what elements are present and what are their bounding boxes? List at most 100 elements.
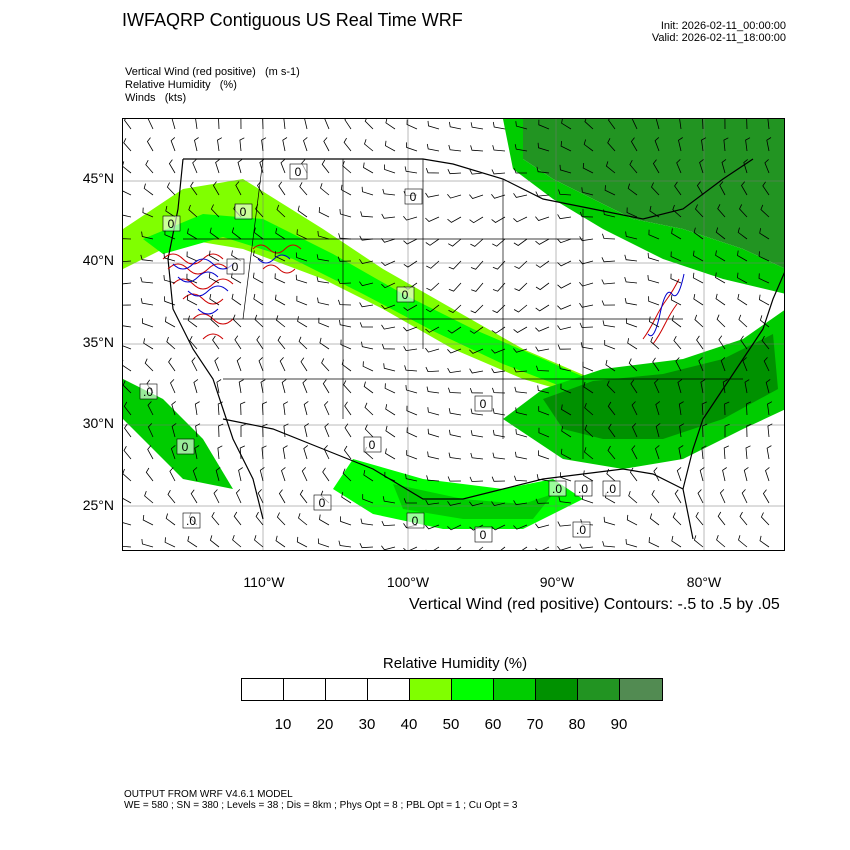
wind-barb-313 (403, 346, 418, 352)
wind-barb-393 (194, 401, 200, 416)
value-label-box-6 (474, 395, 493, 412)
wind-barb-467 (492, 452, 506, 460)
wind-barb-396 (261, 401, 268, 416)
value-label-0: 0 (295, 165, 302, 179)
wind-barb-173 (625, 231, 638, 240)
wind-barb-220 (337, 278, 352, 284)
wind-barb-139 (535, 216, 550, 221)
wind-barb-528 (513, 500, 528, 506)
wind-barb-195 (448, 260, 462, 270)
lon-label-110w: 110°W (243, 574, 285, 590)
wind-barb-5 (240, 119, 242, 130)
wind-barb-92 (166, 182, 176, 196)
wind-barb-402 (385, 404, 396, 416)
colorbar-label-90: 90 (610, 716, 628, 733)
wind-barb-246 (253, 293, 264, 306)
wind-barb-299 (759, 315, 770, 328)
wind-barb-239 (758, 273, 770, 284)
wind-barb-155 (231, 227, 242, 240)
value-label-3: 0 (168, 217, 175, 231)
wind-barb-378 (514, 386, 528, 394)
wind-barb-460 (343, 445, 352, 460)
wind-barb-474 (655, 445, 660, 460)
map-panel: 0 0 0 0 0 0 0 0 .0 0 0 .0 .0 .0 .0 .0 0 0 (122, 118, 785, 551)
lon-label-80w: 80°W (686, 574, 722, 590)
wind-barb-321 (580, 342, 594, 350)
wind-barb-448 (746, 423, 752, 438)
value-label-1: 0 (240, 205, 247, 219)
wind-barb-204 (647, 252, 660, 262)
wind-barb-196 (470, 260, 484, 270)
wind-barb-252 (381, 304, 396, 310)
value-label-5: 0 (402, 288, 409, 302)
wind-barb-574 (209, 535, 220, 548)
colorbar-label-40: 40 (400, 716, 418, 733)
wind-barb-117 (719, 181, 726, 196)
wind-barb-107 (491, 194, 506, 199)
wind-barb-466 (470, 452, 484, 460)
field-list: Vertical Wind (red positive) (m s-1) Rel… (125, 66, 300, 105)
wind-barb-142 (603, 209, 616, 218)
wind-barb-273 (187, 315, 198, 328)
wind-barb-177 (715, 227, 726, 240)
wind-barb-121 (142, 207, 154, 218)
rh-band-northeast (523, 119, 784, 269)
coastline-west (167, 158, 264, 520)
wind-barb-371 (363, 381, 374, 394)
wind-barb-308 (298, 336, 308, 350)
wind-barb-357 (720, 357, 726, 372)
wind-barb-340 (341, 359, 352, 372)
wind-barb-6 (262, 119, 264, 130)
wind-barb-305 (234, 335, 242, 350)
wind-barb-521 (362, 494, 374, 504)
wind-barb-28 (746, 119, 748, 130)
wind-barb-462 (385, 448, 396, 460)
lat-label-30n: 30°N (82, 415, 114, 431)
wind-barb-105 (447, 193, 462, 199)
wind-barb-405 (448, 408, 462, 416)
wind-barb-334 (214, 357, 220, 372)
wind-barb-549 (319, 514, 330, 526)
wind-barb-454 (217, 445, 223, 460)
wind-barb-65 (237, 159, 243, 174)
wind-barb-439 (538, 427, 550, 438)
colorbar-label-80: 80 (568, 716, 586, 733)
wind-barb-109 (535, 191, 550, 197)
wind-barb-119 (762, 181, 770, 196)
model-info: OUTPUT FROM WRF V4.6.1 MODEL WE = 580 ; … (124, 789, 517, 811)
wind-barb-112 (604, 185, 616, 196)
wind-barb-563 (626, 514, 638, 526)
value-label-box-15 (572, 521, 591, 538)
wind-barb-265 (670, 294, 682, 306)
wind-barb-141 (579, 211, 594, 218)
wind-barb-7 (283, 119, 286, 130)
wind-barb-132 (381, 213, 396, 219)
wind-barb-284 (425, 326, 440, 333)
wind-barb-169 (535, 238, 550, 245)
wind-barb-290 (557, 325, 572, 331)
wind-barb-127 (276, 204, 286, 218)
value-label-box-0 (289, 163, 308, 180)
wind-barb-413 (631, 401, 638, 416)
wind-barb-201 (579, 259, 594, 265)
wind-barb-162 (381, 238, 396, 243)
wind-barb-120 (123, 214, 132, 218)
wind-barb-55 (678, 137, 683, 152)
wind-barb-496 (469, 476, 484, 482)
value-label-box-11 (548, 480, 567, 497)
colorbar-box-0 (242, 679, 284, 700)
wind-barb-108 (513, 193, 528, 198)
wind-barb-145 (672, 204, 682, 218)
wind-barb-399 (324, 401, 330, 416)
wind-barb-276 (254, 314, 264, 328)
wind-barb-369 (322, 379, 330, 394)
wind-barb-534 (651, 490, 660, 504)
wind-barb-248 (296, 295, 308, 306)
wind-barb-247 (274, 294, 286, 306)
wind-barb-397 (283, 401, 289, 416)
wind-barb-212 (163, 275, 176, 284)
wind-barb-282 (381, 324, 396, 330)
wind-barb-45 (448, 144, 462, 152)
wind-barb-75 (447, 169, 462, 175)
wind-barb-408 (515, 407, 528, 416)
